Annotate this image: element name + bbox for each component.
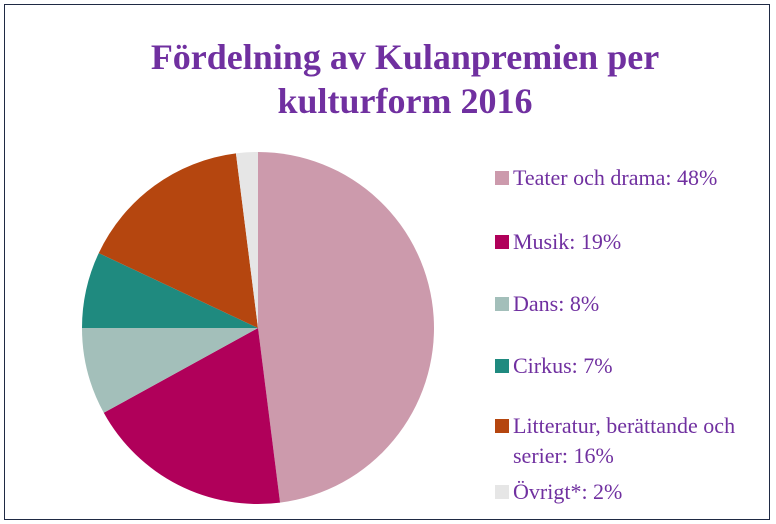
- pie-slice: [98, 153, 258, 328]
- legend-item: Musik: 19%: [495, 227, 769, 257]
- legend-item: Övrigt*: 2%: [495, 477, 769, 507]
- pie-slice: [235, 152, 258, 328]
- pie-slice: [103, 328, 281, 505]
- legend-label: Musik: 19%: [513, 229, 622, 254]
- legend-item: Dans: 8%: [495, 289, 769, 319]
- legend-item: Cirkus: 7%: [495, 351, 769, 381]
- legend-swatch: [495, 419, 509, 433]
- legend-label: Teater och drama: 48%: [513, 165, 718, 190]
- legend-swatch: [495, 235, 509, 249]
- chart-frame: Fördelning av Kulanpremien per kulturfor…: [4, 4, 770, 520]
- chart-title: Fördelning av Kulanpremien per kulturfor…: [150, 37, 660, 121]
- legend-item: Teater och drama: 48%: [495, 163, 769, 193]
- legend-item: Litteratur, berättande och serier: 16%: [495, 411, 769, 471]
- pie-slice: [82, 328, 258, 413]
- legend-swatch: [495, 485, 509, 499]
- legend-label: Litteratur, berättande och serier: 16%: [513, 413, 736, 468]
- legend-swatch: [495, 359, 509, 373]
- legend-swatch: [495, 171, 509, 185]
- pie-chart: [82, 152, 435, 505]
- legend-label: Övrigt*: 2%: [513, 479, 623, 504]
- pie-slice: [258, 152, 435, 503]
- pie-slice: [82, 253, 258, 328]
- legend-label: Cirkus: 7%: [513, 353, 613, 378]
- legend-label: Dans: 8%: [513, 291, 600, 316]
- legend-swatch: [495, 297, 509, 311]
